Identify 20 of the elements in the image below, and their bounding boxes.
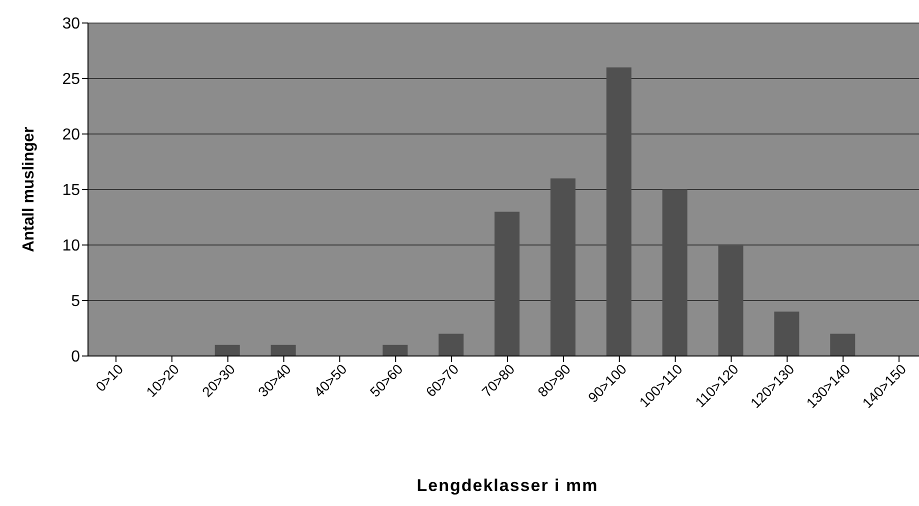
- y-tick-label: 15: [62, 182, 80, 200]
- bar: [830, 334, 856, 356]
- x-axis-title: Lengdeklasser i mm: [416, 476, 598, 495]
- y-tick-label: 0: [71, 348, 80, 366]
- y-tick-label: 25: [62, 71, 80, 88]
- bar: [718, 245, 744, 356]
- y-tick-label: 30: [62, 16, 80, 33]
- bar: [494, 212, 520, 356]
- bar: [774, 312, 800, 356]
- bar: [606, 67, 632, 356]
- bar: [214, 344, 240, 356]
- y-tick-label: 5: [71, 293, 80, 310]
- bar: [438, 334, 464, 356]
- bar: [550, 178, 576, 356]
- y-axis-title: Antall muslinger: [20, 126, 38, 252]
- bar: [662, 190, 688, 356]
- bar: [382, 344, 408, 356]
- bar: [270, 344, 296, 356]
- y-tick-label: 20: [62, 126, 80, 144]
- y-tick-label: 10: [62, 238, 80, 255]
